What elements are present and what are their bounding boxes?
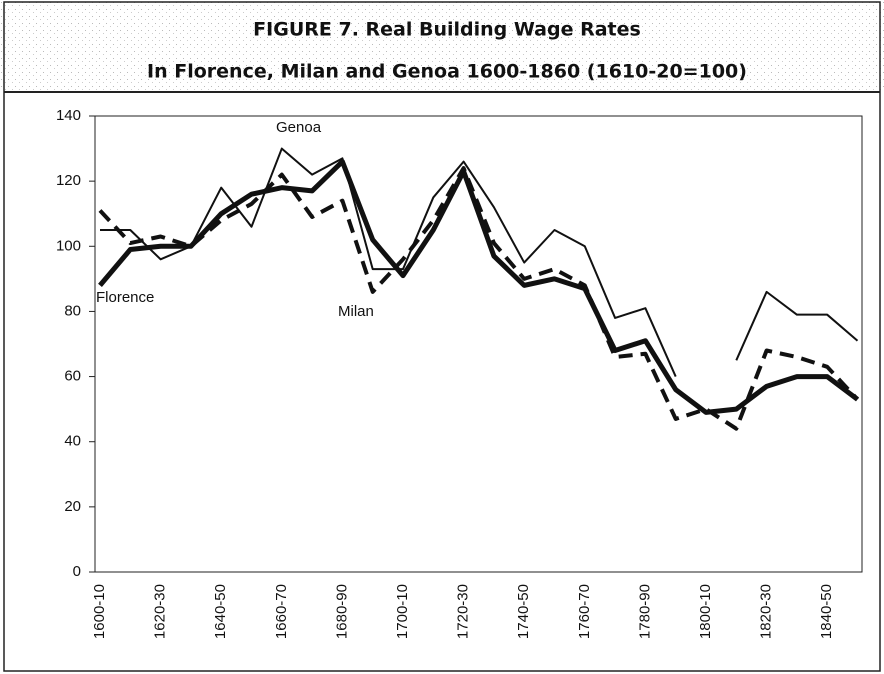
series-line <box>735 290 859 361</box>
y-tick-label: 60 <box>64 368 81 385</box>
x-tick-label: 1700-10 <box>394 584 411 639</box>
x-tick-label: 1720-30 <box>455 584 472 639</box>
frame <box>3 1 881 672</box>
series-line <box>100 147 677 377</box>
series-label: Milan <box>338 303 374 320</box>
x-tick-label: 1680-90 <box>333 584 350 639</box>
x-tick-label: 1740-50 <box>515 584 532 639</box>
x-tick-label: 1640-50 <box>212 584 229 639</box>
y-tick-label: 80 <box>64 302 81 319</box>
chart-subtitle: In Florence, Milan and Genoa 1600-1860 (… <box>147 61 747 83</box>
series-label: Florence <box>96 289 154 306</box>
plot-frame <box>94 115 863 573</box>
x-tick-label: 1760-70 <box>576 584 593 639</box>
series-label: Genoa <box>276 119 322 136</box>
y-tick-label: 40 <box>64 433 81 450</box>
series-line <box>98 166 859 431</box>
y-tick-label: 0 <box>73 563 81 580</box>
x-tick-label: 1800-10 <box>697 584 714 639</box>
series-line <box>98 159 860 415</box>
y-tick-label: 140 <box>56 107 81 124</box>
x-tick-label: 1620-30 <box>152 584 169 639</box>
x-tick-label: 1820-30 <box>758 584 775 639</box>
x-tick-label: 1780-90 <box>636 584 653 639</box>
x-tick-label: 1660-70 <box>273 584 290 639</box>
y-tick-label: 120 <box>56 172 81 189</box>
x-tick-label: 1600-10 <box>91 584 108 639</box>
y-tick-label: 20 <box>64 498 81 515</box>
chart-title: FIGURE 7. Real Building Wage Rates <box>253 19 641 41</box>
header-bg <box>0 0 884 92</box>
y-tick-label: 100 <box>56 237 81 254</box>
x-tick-label: 1840-50 <box>818 584 835 639</box>
